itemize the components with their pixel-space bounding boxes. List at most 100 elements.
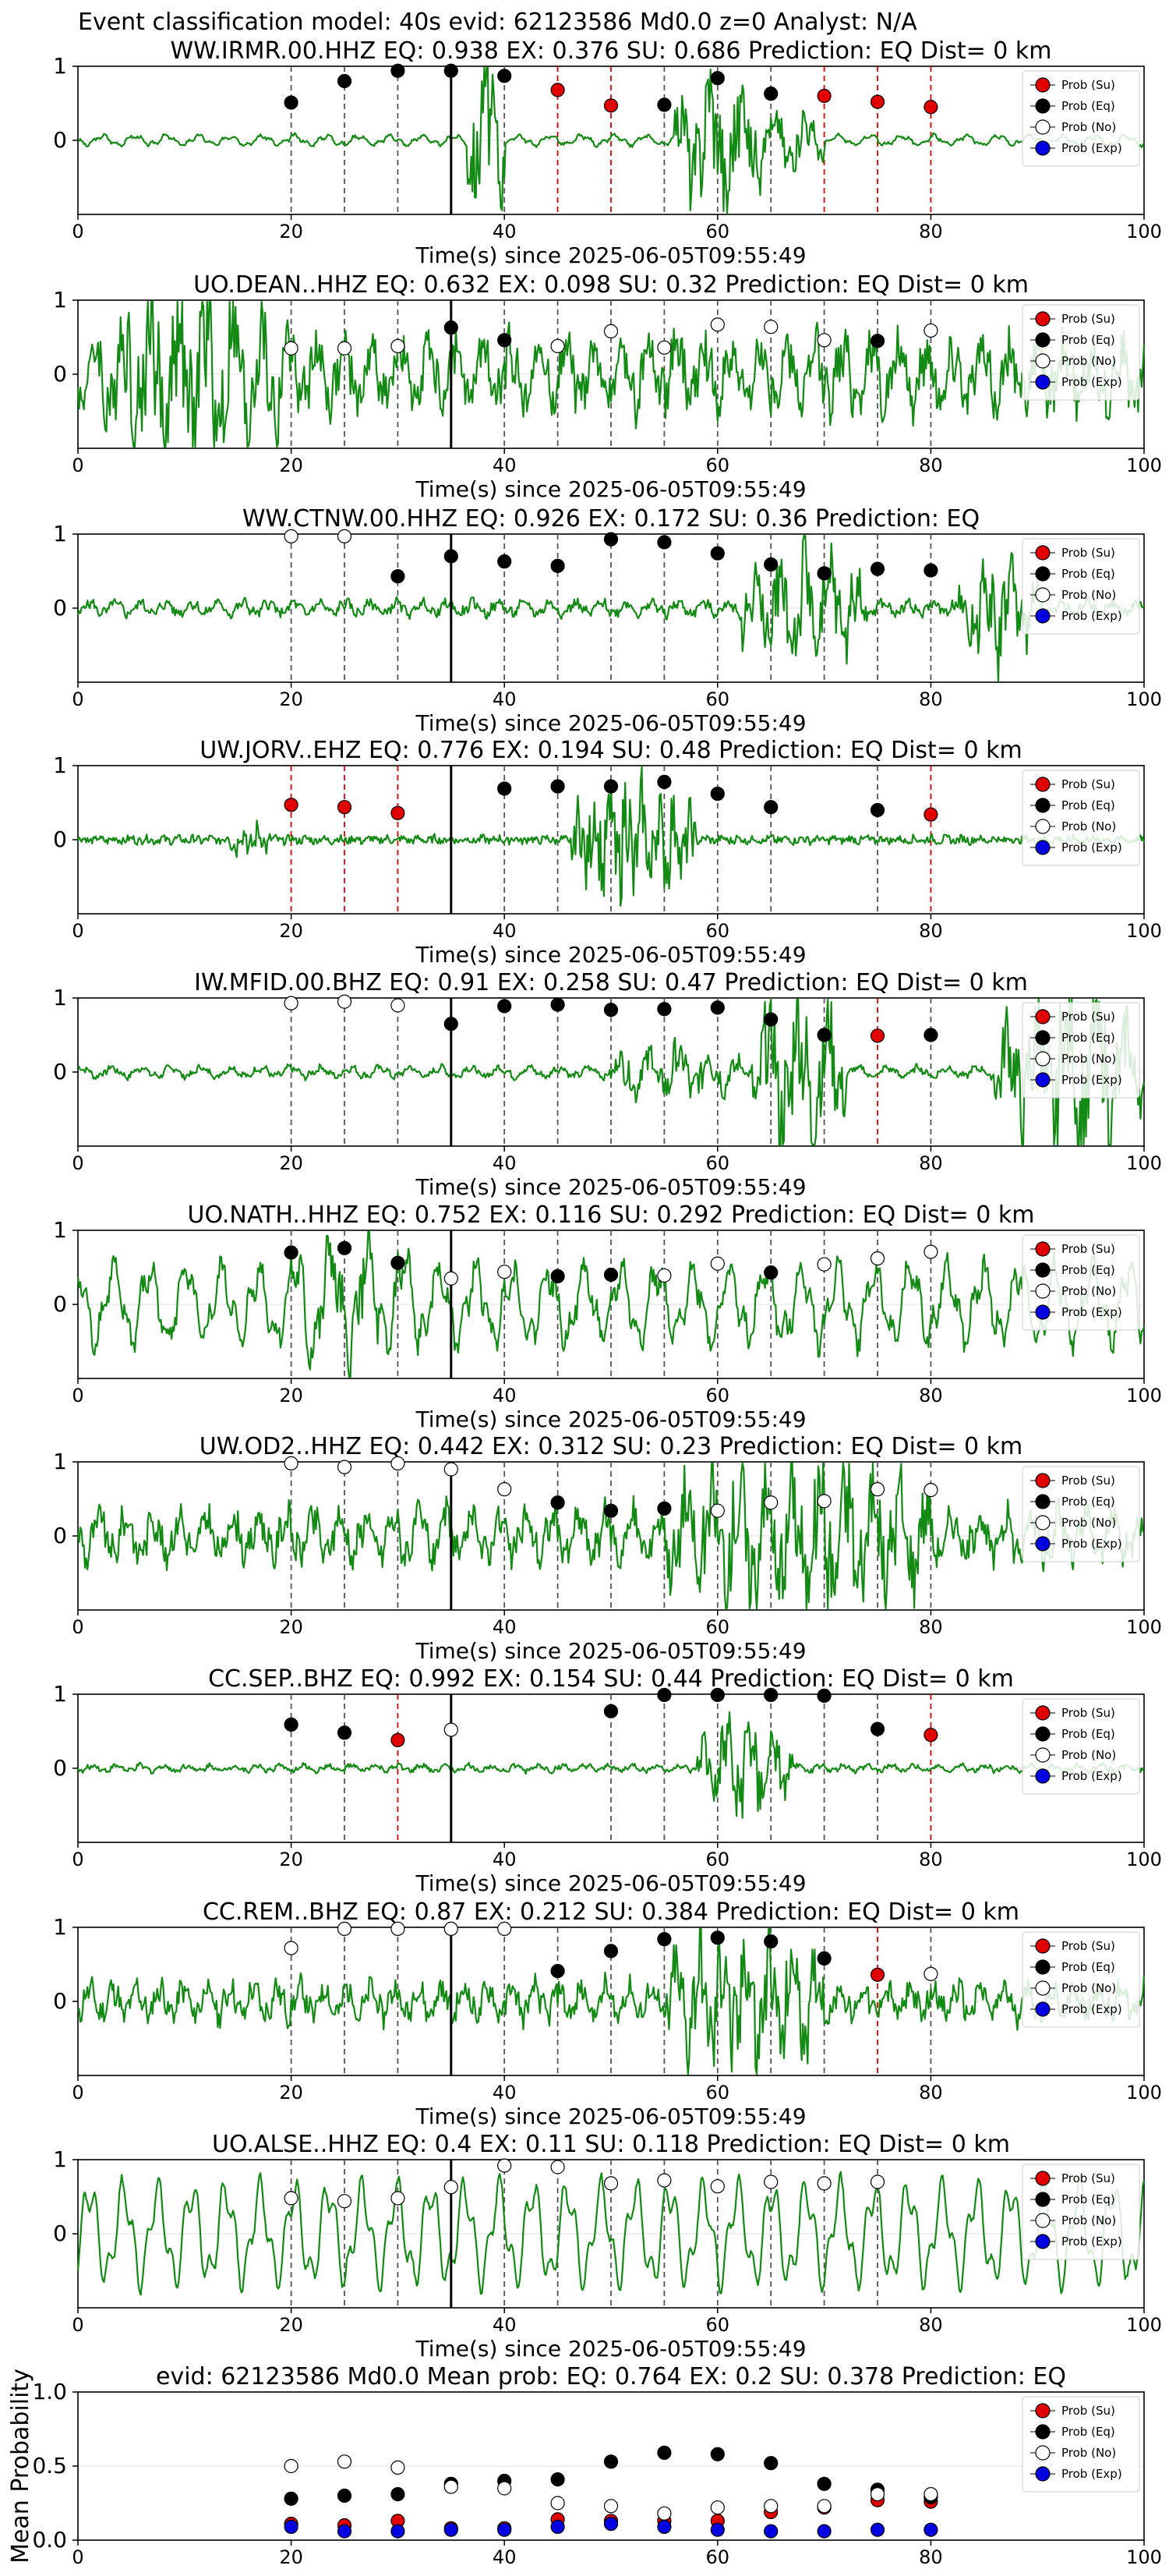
prob-point-su [924,100,938,115]
prob-point-no [284,996,298,1010]
x-tick-label: 80 [919,1849,943,1870]
y-tick-label: 1 [53,1449,67,1474]
legend-label: Prob (Eq) [1061,333,1115,347]
x-tick-label: 40 [493,688,517,710]
waveform-trace [76,1462,1145,1610]
legend-label: Prob (No) [1061,819,1116,833]
y-tick-label: 0 [53,1291,67,1317]
legend-label: Prob (Eq) [1061,2192,1115,2206]
prob-point-no [443,1462,458,1477]
prob-point-su [284,798,298,812]
prob-point-no [284,341,298,356]
prob-point-no [337,529,352,543]
legend-marker-prob-su [1035,545,1051,561]
prob-point-eq [764,1687,779,1703]
prob-point-eq [337,73,352,89]
prob-point-eq [390,1255,405,1270]
waveform-trace [76,1230,1146,1378]
mean-point-exp [924,2522,938,2537]
legend-label: Prob (Su) [1061,312,1115,326]
x-tick-label: 80 [919,1616,943,1638]
x-tick-label: 60 [706,455,730,476]
y-tick-label: 0.0 [32,2527,67,2553]
prob-point-no [443,1722,458,1737]
legend-marker-prob-no [1035,819,1051,834]
legend-marker-prob-no [1035,1980,1051,1996]
prob-point-no [390,2191,405,2206]
prob-point-eq [550,1269,565,1284]
legend-label: Prob (Su) [1061,1474,1115,1488]
x-tick-label: 80 [919,2546,943,2568]
legend-marker-prob-su [1035,777,1051,792]
prob-point-no [657,2173,672,2188]
legend-label: Prob (No) [1061,2446,1116,2460]
legend-label: Prob (No) [1061,1516,1116,1530]
legend-marker-prob-no [1035,1283,1051,1299]
mean-point-no [443,2479,458,2494]
prob-point-su [870,94,885,109]
prob-point-eq [603,1503,619,1518]
legend-marker-prob-su [1035,1009,1051,1024]
legend-marker-prob-su [1035,1241,1051,1257]
x-tick-label: 80 [919,1385,943,1407]
prob-point-eq [603,1944,619,1959]
legend-label: Prob (Eq) [1061,1263,1115,1277]
prob-point-eq [870,802,885,818]
y-tick-label: 0 [53,1755,67,1781]
prob-point-no [710,1256,725,1271]
mean-point-exp [390,2524,405,2539]
panel-title: UO.DEAN..HHZ EQ: 0.632 EX: 0.098 SU: 0.3… [193,271,1029,299]
legend-marker-prob-exp [1035,1304,1051,1320]
prob-point-su [390,1732,405,1747]
x-tick-label: 0 [72,1385,83,1407]
x-tick-label: 100 [1126,1152,1162,1174]
legend-label: Prob (Su) [1061,2404,1115,2418]
y-tick-label: 1 [53,985,67,1010]
mean-point-exp [764,2524,779,2539]
station-panel: UO.ALSE..HHZ EQ: 0.4 EX: 0.11 SU: 0.118 … [53,2131,1162,2362]
prob-point-eq [657,774,672,790]
legend-marker-prob-su [1035,1705,1051,1721]
legend-label: Prob (Su) [1061,546,1115,560]
prob-point-no [337,2194,352,2209]
legend-label: Prob (Su) [1061,78,1115,92]
x-axis-label: Time(s) since 2025-06-05T09:55:49 [415,710,806,736]
x-tick-label: 20 [279,2082,303,2104]
waveform-trace [76,2171,1146,2296]
legend-label: Prob (Eq) [1061,567,1115,581]
x-tick-label: 80 [919,2082,943,2104]
x-tick-label: 60 [706,2314,730,2336]
prob-point-no [443,1921,458,1936]
prob-point-su [603,98,619,113]
y-tick-label: 0 [53,1523,67,1548]
legend-label: Prob (Exp) [1061,609,1122,623]
x-tick-label: 20 [279,2546,303,2568]
x-axis-label: Time(s) since 2025-06-05T09:55:49 [415,2336,806,2362]
x-tick-label: 80 [919,2314,943,2336]
prob-point-no [870,1251,885,1266]
legend-marker-prob-exp [1035,608,1051,624]
y-tick-label: 0 [53,826,67,852]
legend-label: Prob (Su) [1061,1939,1115,1953]
y-tick-label: 1 [53,1217,67,1243]
mean-point-eq [764,2456,779,2471]
prob-point-no [337,994,352,1009]
x-tick-label: 0 [72,221,83,242]
station-panel: WW.CTNW.00.HHZ EQ: 0.926 EX: 0.172 SU: 0… [53,505,1162,736]
x-tick-label: 40 [493,2546,517,2568]
prob-point-no [443,2180,458,2195]
legend-label: Prob (No) [1061,1284,1116,1298]
prob-point-eq [550,1495,565,1510]
prob-point-no [337,341,352,356]
mean-point-eq [657,2445,672,2460]
x-tick-label: 80 [919,455,943,476]
legend-marker-prob-no [1035,119,1051,135]
legend-marker-prob-su [1035,2171,1051,2186]
prob-point-no [284,2191,298,2206]
legend-label: Prob (Su) [1061,1010,1115,1024]
legend-marker-prob-su [1035,1938,1051,1954]
legend-marker-prob-no [1035,353,1051,369]
legend: Prob (Su) Prob (Eq) Prob (No) Prob (Exp) [1022,538,1140,635]
prob-point-eq [603,532,619,547]
prob-point-eq [710,71,725,86]
